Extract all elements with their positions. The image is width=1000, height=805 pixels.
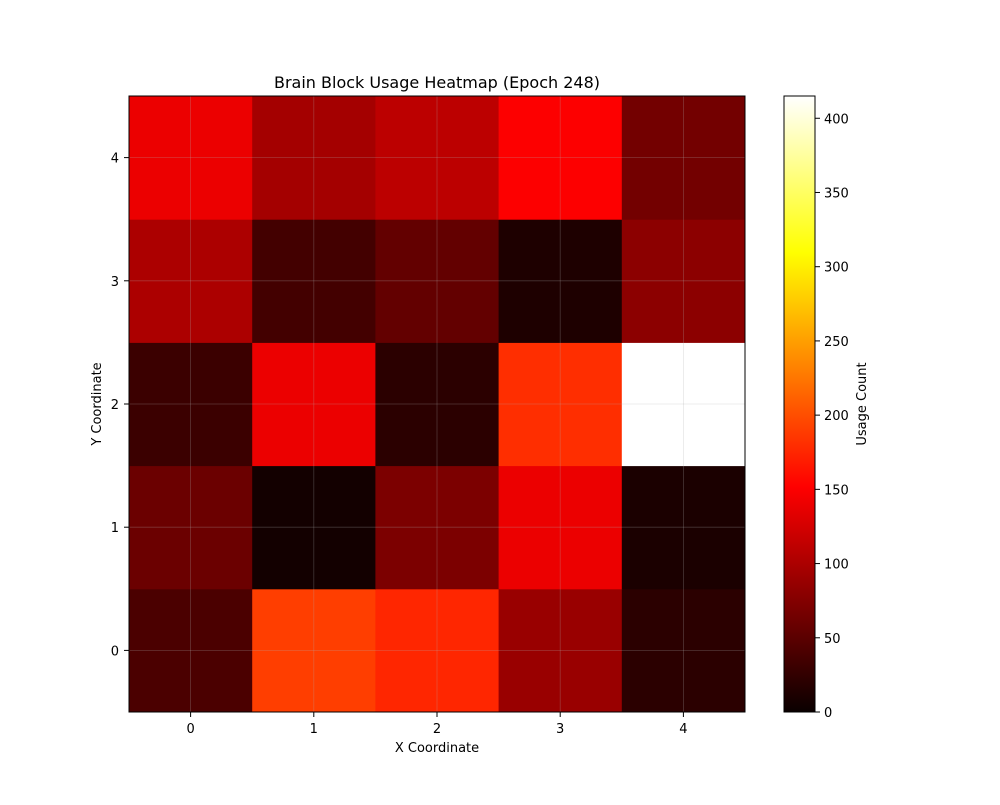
y-tick-label: 2 (111, 398, 119, 413)
y-tick-label: 4 (111, 152, 119, 167)
x-axis-label: X Coordinate (395, 741, 479, 756)
colorbar-tick-label: 300 (824, 261, 849, 276)
colorbar-tick-label: 200 (824, 409, 849, 424)
y-tick-label: 0 (111, 644, 119, 659)
x-tick-label: 1 (310, 722, 318, 737)
colorbar-tick-label: 350 (824, 186, 849, 201)
x-tick-label: 3 (556, 722, 564, 737)
y-axis-label: Y Coordinate (90, 362, 105, 446)
colorbar-tick-label: 150 (824, 483, 849, 498)
x-tick-label: 2 (433, 722, 441, 737)
colorbar-tick-label: 100 (824, 558, 849, 573)
colorbar (784, 96, 815, 712)
x-axis-ticks: 0 1 2 3 4 (186, 712, 687, 737)
y-axis-ticks: 0 1 2 3 4 (111, 152, 129, 660)
colorbar-tick-label: 250 (824, 335, 849, 350)
y-tick-label: 3 (111, 275, 119, 290)
x-tick-label: 0 (186, 722, 194, 737)
colorbar-tick-label: 0 (824, 706, 832, 721)
x-tick-label: 4 (679, 722, 687, 737)
colorbar-tick-label: 400 (824, 112, 849, 127)
colorbar-ticks: 0 50 100 150 200 250 300 350 400 (815, 112, 849, 721)
y-tick-label: 1 (111, 521, 119, 536)
colorbar-tick-label: 50 (824, 632, 841, 647)
chart-title: Brain Block Usage Heatmap (Epoch 248) (274, 73, 600, 92)
colorbar-label: Usage Count (855, 362, 870, 445)
